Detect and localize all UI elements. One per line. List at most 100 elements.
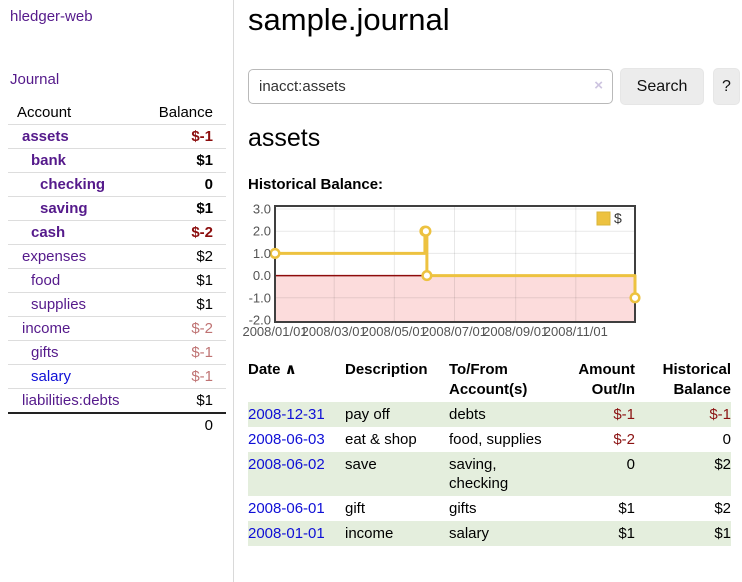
transaction-date-link[interactable]: 2008-06-02 (248, 456, 325, 473)
transaction-amount: $-1 (613, 406, 635, 423)
column-header-amount-out-in: Amount Out/In (578, 361, 635, 398)
sort-ascending-icon: ∧ (280, 361, 297, 378)
transaction-balance: $2 (714, 456, 731, 473)
account-balance: $1 (196, 200, 213, 217)
transaction-balance: $2 (714, 500, 731, 517)
account-heading: assets (248, 124, 321, 152)
legend-swatch (596, 211, 611, 226)
y-tick-label: -1.0 (249, 290, 271, 305)
y-tick-label: 1.0 (253, 246, 271, 261)
register-table: Date ∧ Description To/From Account(s) Amoun… (248, 356, 731, 546)
account-balance: $-1 (191, 128, 213, 145)
account-row: expenses $2 (8, 245, 226, 269)
help-button[interactable]: ? (713, 68, 740, 105)
transaction-accounts: salary (449, 525, 490, 542)
transaction-date-link[interactable]: 2008-01-01 (248, 525, 325, 542)
account-balance: $2 (196, 248, 213, 265)
x-tick-label: 2008/11/01 (544, 324, 608, 339)
x-tick-label: 2008/09/01 (483, 324, 548, 339)
search-box: × (248, 69, 613, 104)
accounts-table: Account Balance assets $-1 bank $1 checking 0… (8, 101, 226, 437)
sidebar: hledger-web Journal Account Balance asse… (0, 0, 234, 582)
column-header-historical-balance: Historical Balance (662, 361, 731, 398)
clear-search-icon[interactable]: × (594, 77, 603, 94)
x-tick-label: 2008/01/01 (242, 324, 307, 339)
y-tick-label: 3.0 (253, 202, 271, 217)
account-link-salary[interactable]: salary (31, 368, 72, 385)
register-row[interactable]: 2008-01-01 income salary $1 $1 (248, 521, 731, 546)
account-link-cash[interactable]: cash (31, 224, 66, 241)
account-row: cash $-2 (8, 221, 226, 245)
account-row: income $-2 (8, 317, 226, 341)
account-balance: $-2 (191, 320, 213, 337)
chart-title: Historical Balance: (248, 176, 384, 193)
account-balance: $-1 (191, 368, 213, 385)
y-tick-label: 2.0 (253, 224, 271, 239)
transaction-date-link[interactable]: 2008-06-01 (248, 500, 325, 517)
account-row: bank $1 (8, 149, 226, 173)
transaction-description: save (345, 456, 377, 473)
y-tick-label: -2.0 (249, 313, 271, 328)
transaction-date-link[interactable]: 2008-12-31 (248, 406, 325, 423)
transaction-balance: 0 (722, 431, 731, 448)
transaction-amount: $1 (618, 500, 635, 517)
account-row: liabilities:debts $1 (8, 389, 226, 413)
account-link-food[interactable]: food (31, 272, 61, 289)
register-row[interactable]: 2008-06-01 gift gifts $1 $2 (248, 496, 731, 521)
account-balance: $-2 (191, 224, 213, 241)
accounts-header-account: Account (17, 104, 72, 121)
account-row: saving $1 (8, 197, 226, 221)
transaction-accounts: food, supplies (449, 431, 542, 448)
account-link-liabilities-debts[interactable]: liabilities:debts (22, 392, 120, 409)
column-header-description: Description (345, 361, 428, 378)
accounts-total-row: 0 (8, 413, 226, 437)
plot-border (274, 205, 636, 323)
account-balance: 0 (204, 176, 213, 193)
account-link-assets[interactable]: assets (22, 128, 69, 145)
register-header-row: Date ∧ Description To/From Account(s) Amoun… (248, 356, 731, 402)
data-point-marker (269, 247, 281, 259)
data-point-marker (629, 292, 641, 304)
account-link-gifts[interactable]: gifts (31, 344, 59, 361)
transaction-amount: 0 (626, 456, 635, 473)
register-row[interactable]: 2008-06-02 save saving, checking 0 $2 (248, 452, 731, 496)
transaction-amount: $-2 (613, 431, 635, 448)
data-point-marker (421, 270, 433, 282)
x-tick-label: 2008/03/01 (302, 324, 367, 339)
account-balance: $1 (196, 152, 213, 169)
transaction-description: gift (345, 500, 366, 517)
legend-label: $ (614, 210, 622, 226)
transaction-balance: $-1 (709, 406, 731, 423)
account-link-bank[interactable]: bank (31, 152, 67, 169)
search-input[interactable] (248, 69, 613, 104)
page-title: sample.journal (248, 2, 450, 37)
transaction-description: income (345, 525, 394, 542)
account-link-supplies[interactable]: supplies (31, 296, 87, 313)
register-row[interactable]: 2008-12-31 pay off debts $-1 $-1 (248, 402, 731, 427)
sidebar-item-journal[interactable]: Journal (10, 71, 60, 88)
x-tick-label: 2008/07/01 (422, 324, 487, 339)
account-balance: $1 (196, 392, 213, 409)
account-link-checking[interactable]: checking (40, 176, 106, 193)
transaction-balance: $1 (714, 525, 731, 542)
transaction-description: pay off (345, 406, 390, 423)
account-link-saving[interactable]: saving (40, 200, 88, 217)
account-link-expenses[interactable]: expenses (22, 248, 87, 265)
transaction-description: eat & shop (345, 431, 417, 448)
column-header-to-from-account-s-: To/From Account(s) (449, 361, 528, 398)
search-button[interactable]: Search (620, 68, 704, 105)
negative-region (275, 275, 635, 322)
account-row: gifts $-1 (8, 341, 226, 365)
register-row[interactable]: 2008-06-03 eat & shop food, supplies $-2 0 (248, 427, 731, 452)
account-link-income[interactable]: income (22, 320, 71, 337)
account-balance: $-1 (191, 344, 213, 361)
accounts-header-balance: Balance (158, 104, 213, 121)
account-row: supplies $1 (8, 293, 226, 317)
transaction-accounts: saving, checking (449, 456, 509, 492)
y-tick-label: 0.0 (253, 268, 271, 283)
historical-balance-chart: $3.0 2.0 1.0 0.0 -1.0 -2.02008/01/012008/03/0… (242, 202, 641, 339)
app-title-link[interactable]: hledger-web (10, 8, 93, 25)
column-header-date[interactable]: Date ∧ (248, 361, 297, 378)
transaction-date-link[interactable]: 2008-06-03 (248, 431, 325, 448)
account-balance: $1 (196, 272, 213, 289)
